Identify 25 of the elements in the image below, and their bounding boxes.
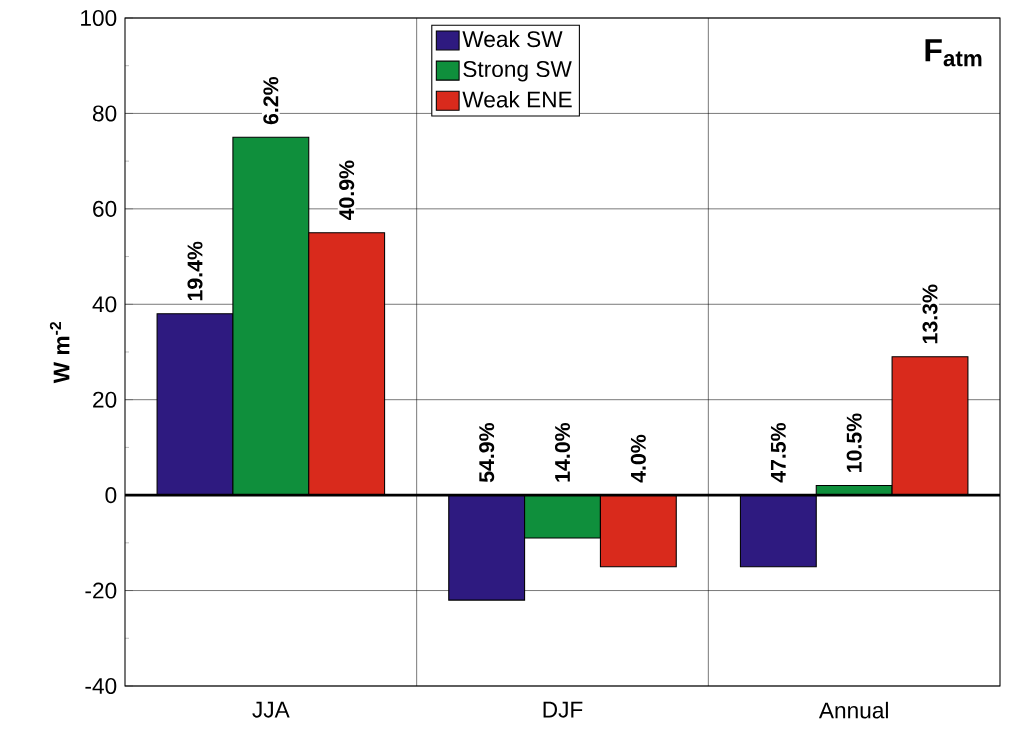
x-tick-label: JJA (252, 701, 290, 718)
legend-label: Weak ENE (462, 90, 572, 108)
annotation: 19.4% (187, 241, 203, 301)
annotation: 40.9% (339, 160, 355, 221)
annotation: 14.0% (554, 422, 571, 482)
text: F$_{atm}$ (925, 39, 982, 67)
y-tick-label: 100 (81, 9, 117, 27)
y-axis-title: W m$^{-2}$ (49, 321, 70, 384)
y-tick-label: 20 (93, 391, 117, 408)
x-tick-label: Annual (818, 701, 888, 719)
annotation: 54.9% (479, 422, 495, 483)
y-tick-label: 60 (93, 200, 117, 217)
annotation: 6.2% (263, 76, 279, 125)
x-tick-label: DJF (543, 701, 583, 718)
annotation: 10.5% (846, 413, 862, 472)
y-tick-label: 80 (92, 105, 117, 122)
annotation: 47.5% (770, 422, 786, 483)
legend-label: Weak SW (462, 30, 563, 48)
y-tick-label: 40 (92, 296, 117, 313)
y-tick-label: -40 (85, 677, 117, 695)
annotation: 4.0% (630, 434, 646, 483)
legend-label: Strong SW (463, 61, 572, 82)
annotation: 13.3% (922, 284, 938, 344)
y-tick-label: -20 (85, 582, 117, 599)
y-tick-label: 0 (105, 487, 117, 504)
